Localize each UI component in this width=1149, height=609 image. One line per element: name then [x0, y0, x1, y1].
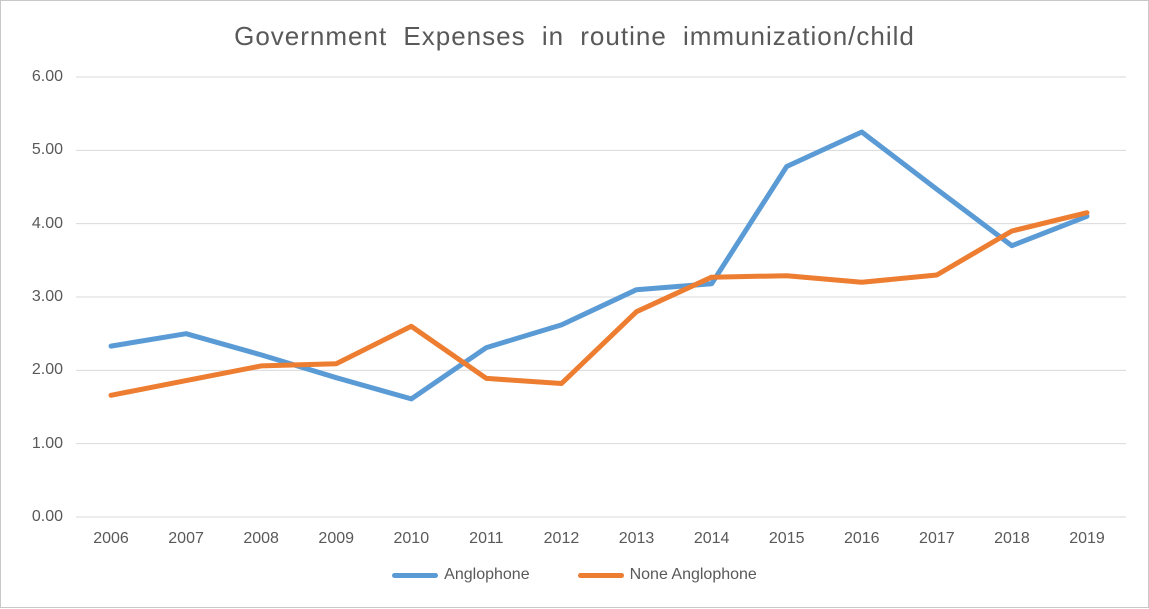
legend-label-none-anglophone: None Anglophone: [629, 566, 757, 583]
x-tick-label: 2011: [469, 530, 504, 547]
x-tick-label: 2015: [768, 530, 805, 547]
x-tick-label: 2019: [1069, 530, 1105, 547]
x-tick-label: 2014: [693, 530, 730, 547]
x-tick-label: 2018: [994, 530, 1030, 547]
legend: Anglophone None Anglophone: [1, 566, 1148, 584]
x-tick-label: 2012: [543, 530, 580, 547]
y-tick-label: 0.00: [31, 508, 63, 525]
x-tick-label: 2009: [318, 530, 355, 547]
y-tick-label: 5.00: [31, 141, 63, 159]
y-tick-label: 2.00: [31, 361, 63, 379]
y-tick-label: 1.00: [31, 434, 63, 452]
y-tick-label: 3.00: [31, 288, 63, 305]
legend-label-anglophone: Anglophone: [444, 566, 530, 583]
x-tick-label: 2013: [618, 530, 655, 547]
chart-title: Government Expenses in routine immunizat…: [234, 21, 915, 51]
x-tick-label: 2017: [919, 530, 955, 547]
series-line-none-anglophone: [108, 210, 1090, 398]
legend-item-anglophone: Anglophone: [392, 566, 530, 584]
x-tick-label: 2007: [168, 530, 204, 547]
x-tick-label: 2006: [93, 530, 129, 547]
x-tick-label: 2008: [243, 530, 279, 547]
y-tick-label: 4.00: [31, 214, 63, 232]
y-tick-label: 6.00: [31, 68, 63, 85]
series-line-anglophone: [108, 129, 1090, 402]
none-anglophone-line-marker: [577, 572, 624, 578]
x-tick-label: 2010: [393, 530, 430, 547]
legend-item-none-anglophone: None Anglophone: [577, 566, 757, 584]
x-tick-label: 2016: [843, 530, 880, 547]
anglophone-line-marker: [392, 572, 439, 578]
